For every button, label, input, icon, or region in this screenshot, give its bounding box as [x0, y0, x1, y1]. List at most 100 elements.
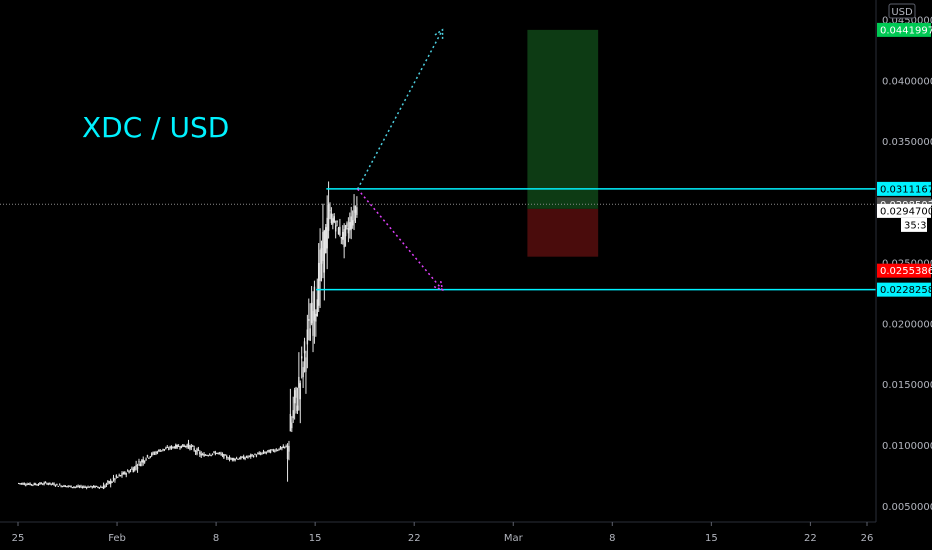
candle-body — [132, 468, 135, 473]
time-axis[interactable]: 25 Feb 8 15 22 Mar 8 15 22 26 — [0, 521, 876, 544]
candle-body — [231, 458, 234, 460]
projection-arrows[interactable] — [356, 28, 444, 292]
candle-body — [235, 458, 238, 460]
candle-body — [248, 455, 251, 457]
candle-body — [70, 485, 72, 488]
candle-body — [264, 452, 266, 454]
candle-body — [226, 456, 228, 458]
candle-body — [173, 447, 176, 449]
candle-body — [309, 328, 311, 341]
candle-body — [91, 486, 93, 488]
candle-body — [121, 473, 123, 476]
candle-body — [148, 457, 150, 459]
candle-body — [189, 445, 191, 450]
candle-body — [261, 452, 263, 454]
candle-body — [258, 452, 260, 455]
candle-body — [210, 454, 212, 456]
candle-body — [97, 486, 99, 488]
resistance-price-tag — [877, 181, 931, 196]
candle-body — [36, 484, 38, 486]
candle-body — [87, 486, 89, 488]
candle-body — [286, 445, 289, 460]
target-price-tag-label: 0.04419972 — [880, 25, 932, 36]
candle-body — [282, 446, 285, 448]
candle-body — [94, 486, 96, 488]
candle-body — [218, 452, 221, 454]
candle-body — [95, 485, 98, 487]
candle-body — [165, 448, 167, 450]
candle-body — [175, 444, 177, 449]
candle-body — [111, 481, 113, 483]
candle-body — [330, 213, 333, 223]
price-tick-label: 0.03500000 — [882, 137, 932, 148]
candle-body — [182, 444, 184, 447]
target-price-tag — [877, 22, 931, 37]
currency-badge[interactable] — [888, 3, 916, 19]
candle-body — [223, 454, 225, 458]
candle-body — [271, 449, 273, 451]
entry-price-tag — [877, 203, 931, 218]
candle-body — [139, 463, 142, 467]
candle-body — [138, 461, 140, 463]
candle-body — [126, 470, 129, 472]
candle-body — [166, 446, 168, 448]
horizontal-levels[interactable] — [0, 188, 876, 291]
candle-body — [37, 484, 40, 486]
candle-body — [339, 226, 341, 236]
candle-body — [237, 458, 239, 460]
candle-body — [146, 454, 149, 457]
candle-body — [296, 405, 299, 411]
candle-body — [250, 454, 252, 457]
candle-body — [102, 485, 105, 490]
candle-body — [326, 217, 328, 249]
candle-body — [180, 445, 183, 448]
candle-body — [156, 451, 159, 454]
candle-body — [59, 484, 61, 486]
candle-body — [284, 446, 286, 448]
time-tick-label: Feb — [108, 533, 126, 544]
price-tags: 0.044199720.031116740.029850260.02947000… — [877, 22, 932, 297]
candle-body — [83, 486, 85, 488]
candle-body — [176, 444, 178, 448]
candle-body — [122, 472, 125, 475]
candle-body — [289, 413, 292, 432]
candle-body — [344, 225, 347, 237]
price-axis[interactable]: 0.045000000.040000000.035000000.03000000… — [875, 0, 932, 522]
candle-body — [177, 445, 180, 447]
up-projection-arrowhead — [434, 28, 444, 39]
candle-body — [172, 446, 174, 448]
time-tick-label: 15 — [309, 533, 322, 544]
candle-body — [354, 209, 357, 213]
candle-body — [112, 477, 115, 480]
candle-body — [141, 460, 143, 463]
candle-body — [186, 445, 188, 448]
candle-body — [276, 450, 279, 452]
candle-body — [50, 483, 52, 485]
candle-body — [196, 448, 198, 455]
long-position-zones[interactable] — [527, 29, 599, 257]
candle-body — [224, 454, 226, 456]
candle-body — [227, 458, 229, 460]
candle-body — [230, 458, 232, 460]
candle-body — [43, 482, 45, 484]
candle-body — [19, 483, 21, 485]
countdown-tag — [901, 217, 927, 232]
candle-body — [228, 457, 231, 460]
candle-body — [187, 442, 190, 447]
candle-body — [47, 483, 50, 485]
candle-body — [214, 452, 217, 455]
candle-body — [320, 248, 323, 264]
candle-body — [30, 484, 33, 486]
candle-body — [125, 473, 127, 475]
candle-body — [39, 482, 41, 485]
candle-body — [192, 445, 194, 447]
candle-body — [128, 471, 130, 473]
candle-body — [242, 456, 245, 460]
candle-body — [302, 367, 304, 378]
support-price-tag-label: 0.02282583 — [880, 285, 932, 296]
candle-body — [329, 210, 331, 212]
candle-body — [325, 227, 327, 254]
candle-body — [288, 445, 290, 452]
candle-body — [299, 383, 301, 400]
